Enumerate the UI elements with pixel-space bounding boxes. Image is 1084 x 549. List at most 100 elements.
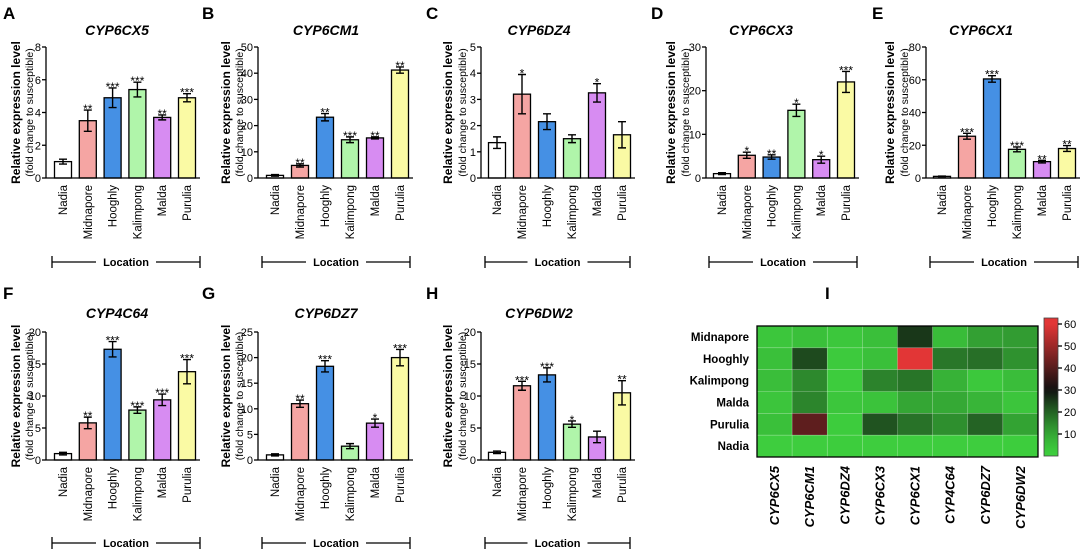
heatmap-cell-kalimpong-cyp6cx5 bbox=[756, 369, 793, 392]
bar-kalimpong bbox=[128, 409, 147, 461]
y-axis-label: Relative expression level bbox=[219, 325, 233, 468]
x-axis-bracket bbox=[708, 256, 858, 268]
heatmap-cell-midnapore-cyp4c64 bbox=[932, 325, 969, 349]
y-tick-label: 2 bbox=[35, 140, 41, 152]
colorbar bbox=[1043, 317, 1059, 457]
heatmap-cell-nadia-cyp6cm1 bbox=[791, 434, 828, 458]
significance-label-midnapore: ** bbox=[83, 102, 93, 116]
error-bar-hooghly bbox=[321, 112, 329, 122]
category-label-kalimpong: Kalimpong bbox=[567, 467, 579, 521]
y-tick-label: 4 bbox=[35, 108, 41, 120]
error-bar-malda bbox=[593, 430, 601, 444]
heatmap-cell-malda-cyp6cm1 bbox=[791, 391, 828, 414]
x-axis-label: Location bbox=[760, 257, 806, 269]
y-tick-label: 20 bbox=[909, 140, 921, 152]
panel-label: B bbox=[202, 4, 214, 23]
error-bar-nadia bbox=[59, 451, 67, 456]
y-tick-label: 10 bbox=[689, 129, 701, 141]
error-bar-nadia bbox=[271, 453, 279, 457]
heatmap-cell-purulia-cyp6dw2 bbox=[1002, 413, 1039, 436]
significance-label-kalimpong: *** bbox=[343, 129, 357, 143]
bar-kalimpong bbox=[562, 423, 582, 461]
y-axis-label: Relative expression level bbox=[883, 41, 897, 184]
heatmap-cell-hooghly-cyp6dw2 bbox=[1002, 347, 1039, 370]
bar-midnapore bbox=[957, 135, 977, 179]
significance-label-midnapore: ** bbox=[83, 409, 93, 423]
category-label-kalimpong: Kalimpong bbox=[345, 185, 357, 239]
heatmap-cell-midnapore-cyp6dz4 bbox=[826, 325, 863, 349]
category-label-kalimpong: Kalimpong bbox=[791, 185, 803, 239]
error-bar-malda bbox=[158, 393, 167, 407]
x-axis-label: Location bbox=[313, 257, 359, 269]
heatmap-cell-hooghly-cyp4c64 bbox=[932, 347, 969, 370]
significance-label-hooghly: *** bbox=[985, 68, 999, 82]
significance-label-hooghly: ** bbox=[320, 106, 330, 120]
category-label-malda: Malda bbox=[370, 466, 382, 498]
significance-label-kalimpong: *** bbox=[130, 399, 144, 413]
significance-label-malda: ** bbox=[370, 129, 380, 143]
category-label-hooghly: Hooghly bbox=[987, 185, 999, 227]
y-tick-label: 30 bbox=[241, 94, 253, 106]
bar-hooghly bbox=[537, 374, 557, 461]
error-bar-hooghly bbox=[988, 74, 996, 83]
category-label-nadia: Nadia bbox=[58, 184, 70, 215]
y-axis-sublabel: (fold change to susceptible) bbox=[899, 48, 911, 176]
heatmap-row-label: Kalimpong bbox=[690, 376, 749, 388]
y-tick-label: 0 bbox=[915, 173, 921, 185]
x-axis-label: Location bbox=[103, 257, 149, 269]
category-label-malda: Malda bbox=[157, 466, 169, 498]
category-label-nadia: Nadia bbox=[270, 466, 282, 497]
significance-label-purulia: ** bbox=[1062, 138, 1072, 152]
heatmap-cell-nadia-cyp6cx1 bbox=[897, 434, 933, 458]
y-axis-sublabel: (fold change to susceptible) bbox=[457, 332, 469, 460]
category-label-kalimpong: Kalimpong bbox=[345, 467, 357, 521]
y-axis-label: Relative expression level bbox=[441, 325, 455, 468]
heatmap-cell-purulia-cyp6cx5 bbox=[756, 413, 793, 436]
heatmap-column-label: CYP6DW2 bbox=[1013, 465, 1028, 529]
error-bar-kalimpong bbox=[346, 136, 354, 144]
x-axis-label: Location bbox=[103, 538, 149, 549]
y-axis-label: Relative expression level bbox=[219, 41, 233, 184]
significance-label-malda: * bbox=[373, 411, 378, 425]
category-label-nadia: Nadia bbox=[270, 184, 282, 215]
error-bar-midnapore bbox=[742, 151, 751, 160]
category-label-hooghly: Hooghly bbox=[767, 185, 779, 227]
chart-title: CYP6CX1 bbox=[949, 22, 1013, 38]
category-label-malda: Malda bbox=[157, 184, 169, 216]
category-label-hooghly: Hooghly bbox=[108, 467, 120, 509]
error-bar-purulia bbox=[183, 358, 191, 385]
heatmap-cell-kalimpong-cyp6cx1 bbox=[897, 369, 933, 392]
panel-h: H CYP6DW2 Relative expression level (fold c… bbox=[426, 284, 635, 549]
error-bar-midnapore bbox=[296, 399, 304, 408]
y-tick-label: 5 bbox=[470, 42, 476, 54]
significance-label-purulia: *** bbox=[180, 86, 194, 100]
heatmap-cell-midnapore-cyp6dw2 bbox=[1002, 325, 1039, 349]
heatmap-cell-kalimpong-cyp6cx3 bbox=[862, 369, 898, 392]
category-label-midnapore: Midnapore bbox=[295, 467, 307, 521]
category-label-hooghly: Hooghly bbox=[108, 185, 120, 227]
heatmap-cell-purulia-cyp6cx3 bbox=[862, 413, 898, 436]
panel-label: H bbox=[426, 284, 438, 303]
y-tick-label: 50 bbox=[241, 42, 253, 54]
significance-label-midnapore: * bbox=[744, 144, 749, 158]
x-axis-bracket bbox=[484, 537, 631, 549]
category-label-hooghly: Hooghly bbox=[320, 467, 332, 509]
heatmap-cell-nadia-cyp6dz4 bbox=[826, 434, 863, 458]
y-tick-label: 20 bbox=[464, 327, 476, 339]
heatmap-cell-nadia-cyp6dw2 bbox=[1002, 434, 1039, 458]
heatmap-column-label: CYP4C64 bbox=[943, 465, 958, 524]
y-tick-label: 4 bbox=[470, 68, 476, 80]
y-axis-sublabel: (fold change to susceptible) bbox=[680, 48, 692, 176]
error-bar-purulia bbox=[842, 70, 850, 94]
category-label-malda: Malda bbox=[1037, 184, 1049, 216]
significance-label-malda: *** bbox=[155, 386, 169, 400]
y-tick-label: 15 bbox=[241, 378, 253, 390]
error-bar-hooghly bbox=[108, 340, 117, 358]
bar-hooghly bbox=[103, 348, 122, 461]
error-bar-purulia bbox=[396, 66, 404, 74]
category-label-hooghly: Hooghly bbox=[542, 467, 554, 509]
y-axis-sublabel: (fold change to susceptible) bbox=[24, 332, 36, 460]
significance-label-hooghly: *** bbox=[106, 334, 120, 348]
error-bar-purulia bbox=[396, 348, 404, 367]
y-tick-label: 20 bbox=[689, 86, 701, 98]
